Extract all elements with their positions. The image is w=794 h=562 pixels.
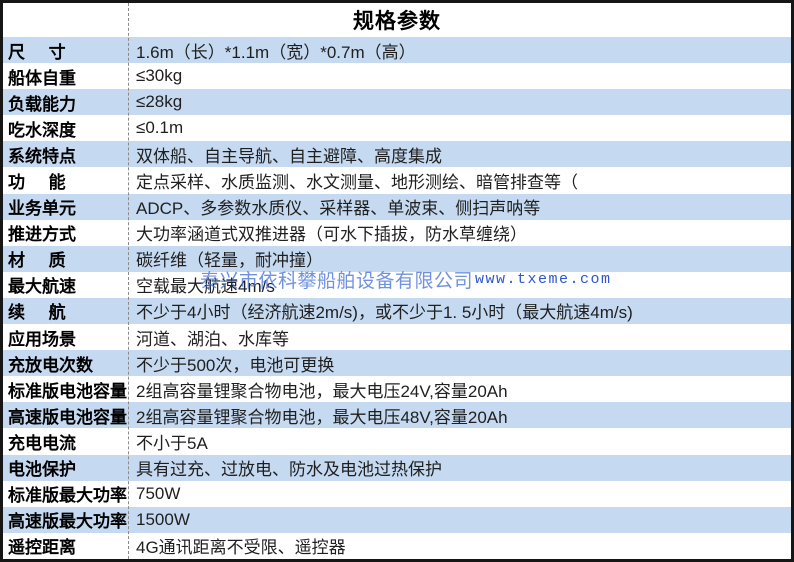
page-title: 规格参数 [353, 10, 441, 33]
table-row-endurance: 续 航 不少于4小时（经济航速2m/s)，或不少于1. 5小时（最大航速4m/s… [3, 297, 791, 325]
table-header: 规格参数 [3, 3, 791, 37]
row-label: 充电电流 [8, 433, 76, 453]
row-value: 大功率涵道式双推进器（可水下插拔，防水草缠绕） [136, 225, 527, 245]
table-row-standard-battery: 标准版电池容量 2组高容量锂聚合物电池，最大电压24V,容量20Ah [3, 376, 791, 403]
row-value: ≤30kg [136, 66, 183, 86]
row-value: 不小于5A [136, 433, 208, 453]
row-label: 续 航 [8, 303, 66, 323]
row-label: 系统特点 [8, 146, 76, 166]
row-value: 750W [136, 483, 181, 503]
row-label: 材 质 [8, 251, 66, 271]
row-label: 标准版电池容量 [8, 381, 127, 401]
row-label: 负载能力 [8, 94, 76, 114]
table-row-charge-cycles: 充放电次数 不少于500次，电池可更换 [3, 350, 791, 377]
row-value: 2组高容量锂聚合物电池，最大电压24V,容量20Ah [136, 381, 508, 401]
row-label: 高速版电池容量 [8, 407, 127, 427]
table-row-highspeed-max-power: 高速版最大功率 1500W [3, 506, 791, 533]
row-value: 碳纤维（轻量，耐冲撞） [136, 251, 323, 271]
row-value: 空载最大航速4m/s [136, 277, 275, 297]
table-row-max-speed: 最大航速 空载最大航速4m/s [3, 271, 791, 298]
row-label: 尺 寸 [8, 42, 66, 62]
row-label: 船体自重 [8, 68, 76, 88]
table-row-standard-max-power: 标准版最大功率 750W [3, 480, 791, 507]
row-value: 2组高容量锂聚合物电池，最大电压48V,容量20Ah [136, 407, 508, 427]
row-label: 业务单元 [8, 199, 76, 219]
table-row-propulsion: 推进方式 大功率涵道式双推进器（可水下插拔，防水草缠绕） [3, 219, 791, 246]
table-row-business-units: 业务单元 ADCP、多参数水质仪、采样器、单波束、侧扫声呐等 [3, 193, 791, 220]
table-row-remote-range: 遥控距离 4G通讯距离不受限、遥控器 [3, 532, 791, 559]
row-label: 电池保护 [8, 460, 76, 480]
row-label: 充放电次数 [8, 355, 93, 375]
row-label: 推进方式 [8, 225, 76, 245]
table-row-hull-weight: 船体自重 ≤30kg [3, 63, 791, 90]
row-value: 不少于500次，电池可更换 [136, 355, 335, 375]
row-label: 吃水深度 [8, 120, 76, 140]
row-label: 遥控距离 [8, 538, 76, 558]
row-value: 不少于4小时（经济航速2m/s)，或不少于1. 5小时（最大航速4m/s) [136, 303, 633, 323]
row-value: 具有过充、过放电、防水及电池过热保护 [136, 460, 442, 480]
row-value: 4G通讯距离不受限、遥控器 [136, 538, 346, 558]
table-row-application-scenarios: 应用场景 河道、湖泊、水库等 [3, 324, 791, 351]
row-label: 应用场景 [8, 329, 76, 349]
row-label: 高速版最大功率 [8, 512, 127, 532]
row-value: 定点采样、水质监测、水文测量、地形测绘、暗管排查等（ [136, 173, 578, 193]
table-row-material: 材 质 碳纤维（轻量，耐冲撞） [3, 245, 791, 272]
table-row-load-capacity: 负载能力 ≤28kg [3, 89, 791, 116]
row-label: 标准版最大功率 [8, 486, 127, 506]
table-row-charge-current: 充电电流 不小于5A [3, 428, 791, 455]
table-row-battery-protection: 电池保护 具有过充、过放电、防水及电池过热保护 [3, 454, 791, 481]
row-value: ADCP、多参数水质仪、采样器、单波束、侧扫声呐等 [136, 199, 541, 219]
table-row-system-features: 系统特点 双体船、自主导航、自主避障、高度集成 [3, 141, 791, 168]
row-label: 功 能 [8, 173, 66, 193]
row-value: 1500W [136, 509, 190, 529]
table-row-draft-depth: 吃水深度 ≤0.1m [3, 115, 791, 142]
row-value: ≤0.1m [136, 118, 184, 138]
row-label: 最大航速 [8, 277, 76, 297]
table-row-highspeed-battery: 高速版电池容量 2组高容量锂聚合物电池，最大电压48V,容量20Ah [3, 402, 791, 429]
table-row-dimensions: 尺 寸 1.6m（长）*1.1m（宽）*0.7m（高） [3, 37, 791, 64]
row-value: 双体船、自主导航、自主避障、高度集成 [136, 146, 442, 166]
row-value: 1.6m（长）*1.1m（宽）*0.7m（高） [136, 42, 416, 62]
row-value: ≤28kg [136, 92, 183, 112]
row-value: 河道、湖泊、水库等 [136, 329, 289, 349]
table-row-functions: 功 能 定点采样、水质监测、水文测量、地形测绘、暗管排查等（ [3, 167, 791, 194]
